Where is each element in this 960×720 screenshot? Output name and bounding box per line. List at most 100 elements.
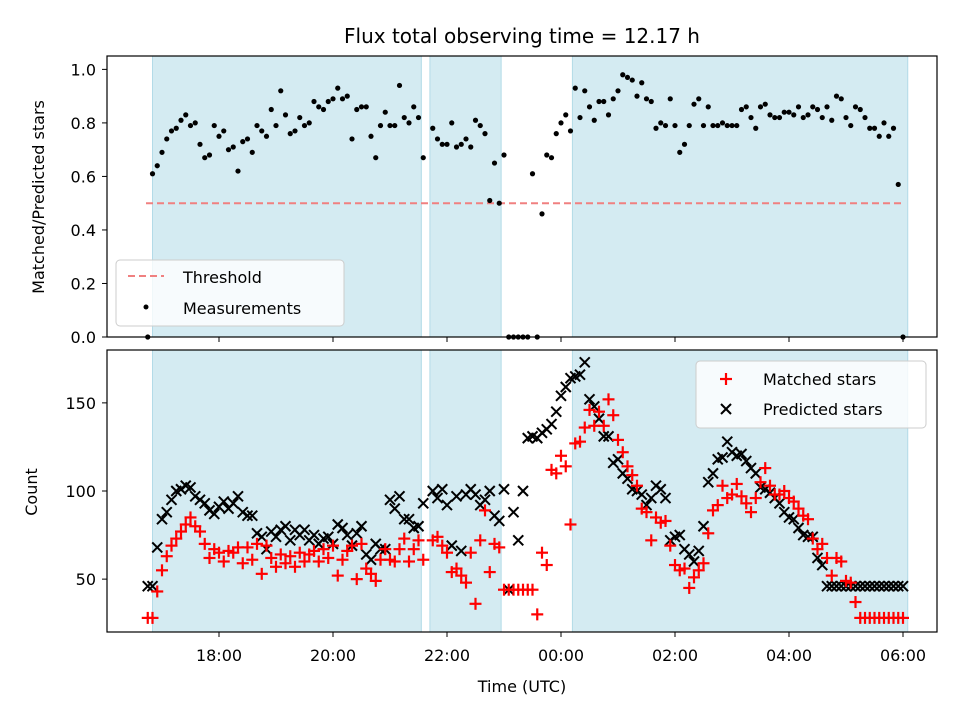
predicted-point	[830, 580, 843, 592]
matched-point	[749, 492, 762, 505]
measurement-point	[605, 112, 612, 118]
predicted-point	[398, 513, 410, 525]
predicted-point	[507, 506, 520, 518]
matched-point	[175, 525, 187, 538]
xtick-label: 04:00	[766, 646, 812, 665]
measurement-point	[800, 114, 806, 121]
predicted-point	[612, 453, 624, 465]
measurement-point	[876, 133, 882, 139]
matched-point	[849, 596, 862, 609]
measurement-point	[149, 171, 156, 177]
measurement-point	[159, 149, 165, 155]
top-ytick-label: 0.2	[71, 274, 96, 293]
measurement-point	[178, 117, 184, 123]
matched-point	[236, 557, 249, 570]
measurement-point	[582, 88, 588, 94]
legend-measurements-label: Measurements	[183, 299, 301, 318]
predicted-point	[146, 580, 159, 592]
matched-point	[835, 555, 848, 568]
matched-point	[897, 611, 909, 624]
measurement-point	[306, 120, 312, 126]
measurement-point	[729, 122, 735, 129]
matched-point	[574, 435, 586, 448]
measurement-point	[895, 181, 901, 188]
measurement-point	[710, 122, 716, 129]
predicted-point	[298, 524, 311, 536]
matched-point	[203, 551, 216, 564]
measurement-point	[881, 120, 887, 126]
matched-point	[165, 539, 178, 552]
predicted-point	[868, 580, 881, 592]
measurement-point	[477, 122, 483, 129]
matched-point	[398, 532, 411, 545]
measurement-point	[567, 128, 574, 134]
matched-point	[602, 393, 615, 406]
measurement-point	[154, 163, 160, 169]
predicted-point	[883, 580, 895, 592]
xtick-label: 00:00	[538, 646, 584, 665]
matched-point	[436, 539, 449, 552]
matched-point	[787, 495, 800, 508]
predicted-point	[336, 522, 349, 534]
measurement-point	[615, 88, 621, 94]
matched-point	[583, 403, 596, 416]
matched-point	[198, 537, 211, 550]
predicted-point	[593, 413, 605, 425]
measurement-point	[572, 85, 578, 91]
measurement-point	[173, 125, 179, 131]
measurement-point	[748, 114, 754, 121]
measurement-point	[862, 114, 868, 121]
predicted-point	[835, 580, 847, 592]
predicted-point	[864, 580, 876, 592]
measurement-point	[230, 144, 236, 150]
measurement-point	[620, 72, 626, 78]
measurement-point	[548, 155, 555, 161]
measurement-point	[786, 109, 792, 115]
predicted-point	[854, 580, 866, 592]
measurement-point	[325, 98, 331, 105]
top-shaded-interval-2	[571, 55, 909, 338]
measurement-point	[472, 117, 479, 123]
measurement-point	[330, 96, 336, 102]
measurement-point	[553, 131, 559, 137]
measurement-point	[852, 104, 859, 110]
predicted-point	[674, 529, 686, 541]
bottom-ytick-label: 150	[65, 394, 96, 413]
measurement-point	[468, 144, 474, 150]
predicted-point	[773, 497, 786, 510]
measurement-point	[577, 114, 583, 121]
predicted-point	[151, 541, 163, 554]
predicted-point	[555, 390, 567, 402]
measurement-point	[197, 141, 203, 147]
matched-point	[184, 511, 197, 524]
measurement-point	[202, 155, 208, 161]
measurement-point	[767, 112, 773, 118]
predicted-point	[636, 488, 648, 501]
matched-point	[355, 537, 368, 550]
predicted-point	[560, 381, 572, 393]
predicted-point	[583, 393, 596, 406]
matched-point	[792, 502, 805, 515]
matched-point	[578, 421, 591, 434]
measurement-point	[225, 147, 232, 153]
measurement-point	[392, 122, 398, 129]
matched-point	[469, 597, 482, 610]
predicted-point	[446, 539, 458, 552]
matched-point	[274, 548, 287, 561]
predicted-point	[365, 554, 377, 566]
chart-title: Flux total observing time = 12.17 h	[344, 24, 700, 48]
measurement-point	[211, 122, 217, 129]
predicted-point	[469, 488, 482, 501]
bottom-panel: Count 50 100 150 18:00 20:00 22:00 00:00 02:00…	[22, 337, 938, 696]
matched-point	[194, 525, 206, 538]
matched-point	[612, 433, 624, 446]
measurement-point	[591, 117, 597, 123]
measurement-point	[187, 122, 194, 129]
matched-point	[593, 405, 605, 418]
matched-point	[417, 553, 430, 566]
top-shaded-interval-1	[429, 55, 502, 338]
measurement-point	[791, 112, 797, 118]
predicted-point	[484, 485, 496, 497]
measurement-point	[586, 104, 593, 110]
measurement-point	[273, 122, 279, 129]
